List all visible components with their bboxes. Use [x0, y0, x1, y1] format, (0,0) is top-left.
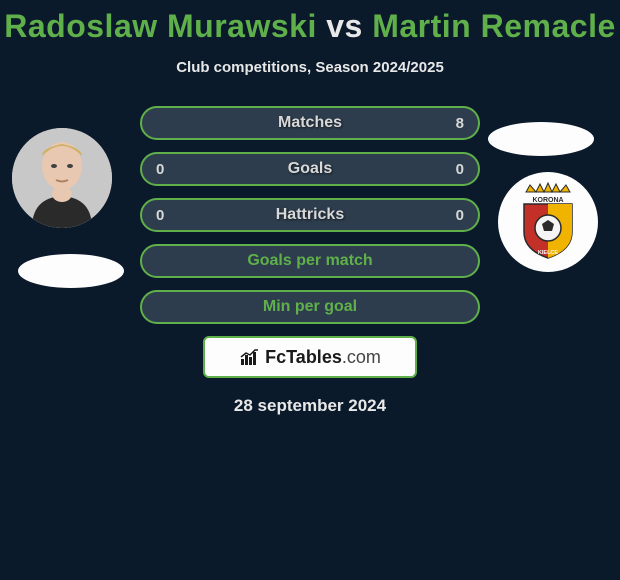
stat-row-hattricks: 0 Hattricks 0 [140, 198, 480, 232]
svg-text:KORONA: KORONA [532, 197, 563, 204]
stat-label: Min per goal [263, 298, 357, 316]
stat-label: Goals per match [247, 252, 372, 270]
vs-text: vs [326, 8, 363, 44]
stat-right-value: 0 [424, 161, 464, 178]
brand-box[interactable]: FcTables.com [203, 336, 417, 378]
bar-chart-icon [239, 347, 261, 367]
page-title: Radoslaw Murawski vs Martin Remacle [0, 8, 620, 45]
player2-name: Martin Remacle [372, 8, 616, 44]
subtitle: Club competitions, Season 2024/2025 [0, 59, 620, 76]
stat-right-value: 0 [424, 207, 464, 224]
stats-rows: Matches 8 0 Goals 0 0 Hattricks 0 Goals … [140, 106, 480, 324]
stat-left-value: 0 [156, 207, 196, 224]
stat-label: Hattricks [196, 206, 424, 224]
stat-label: Goals [196, 160, 424, 178]
player2-avatar-placeholder [488, 122, 594, 156]
stat-row-goals: 0 Goals 0 [140, 152, 480, 186]
date-text: 28 september 2024 [0, 396, 620, 416]
stat-left-value: 0 [156, 161, 196, 178]
stat-row-gpm: Goals per match [140, 244, 480, 278]
player1-name: Radoslaw Murawski [4, 8, 317, 44]
player1-club-placeholder [18, 254, 124, 288]
svg-text:KIELCE: KIELCE [538, 250, 559, 256]
player2-club-badge: KORONA KIELCE [498, 172, 598, 272]
comparison-card: Radoslaw Murawski vs Martin Remacle Club… [0, 0, 620, 580]
stat-right-value: 8 [424, 115, 464, 132]
stat-label: Matches [196, 114, 424, 132]
stat-row-mpg: Min per goal [140, 290, 480, 324]
brand-name: FcTables.com [265, 347, 381, 368]
stat-row-matches: Matches 8 [140, 106, 480, 140]
player1-avatar [12, 128, 112, 228]
